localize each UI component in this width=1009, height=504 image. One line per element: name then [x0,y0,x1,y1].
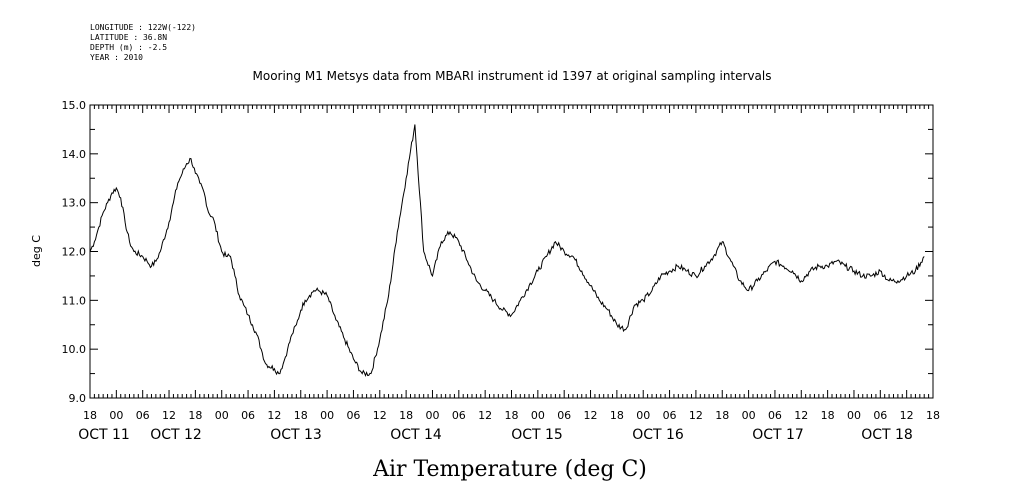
meta-latitude: LATITUDE : 36.8N [90,33,167,42]
chart-title: Mooring M1 Metsys data from MBARI instru… [253,69,772,83]
x-tick-label: 06 [663,409,677,422]
x-tick-label: 18 [610,409,624,422]
x-tick-label: 18 [294,409,308,422]
x-tick-label: 06 [768,409,782,422]
x-date-label: OCT 13 [270,427,322,443]
x-tick-label: 18 [188,409,202,422]
x-axis-label: Air Temperature (deg C) [372,457,647,482]
x-date-label: OCT 18 [861,427,913,443]
x-tick-label: 06 [136,409,150,422]
x-tick-label: 18 [505,409,519,422]
x-tick-label: 00 [320,409,334,422]
y-tick-labels: 9.0 10.0 11.0 12.0 13.0 14.0 15.0 [62,99,87,405]
meta-longitude: LONGITUDE : 122W(-122) [90,23,196,32]
x-tick-labels: 18 00 06 12 18 00 06 12 18 00 06 12 18 00 06 12 18 00 06 12… [83,409,940,422]
y-tick-label: 12.0 [62,246,87,259]
y-tick-label: 9.0 [69,392,87,405]
x-date-label: OCT 14 [390,427,442,443]
x-tick-label: 12 [584,409,598,422]
x-date-label: OCT 12 [150,427,202,443]
x-tick-label: 12 [478,409,492,422]
x-tick-label: 00 [531,409,545,422]
x-tick-label: 12 [267,409,281,422]
y-axis-label: deg C [30,235,43,267]
tick-marks [89,104,934,399]
y-tick-label: 14.0 [62,148,87,161]
x-tick-label: 06 [557,409,571,422]
plot-frame [89,104,934,399]
y-tick-label: 15.0 [62,99,87,112]
y-tick-label: 10.0 [62,343,87,356]
x-date-labels: OCT 11 OCT 12 OCT 13 OCT 14 OCT 15 OCT 16 OCT … [78,427,913,443]
meta-depth: DEPTH (m) : -2.5 [90,43,167,52]
y-tick-label: 11.0 [62,294,87,307]
x-tick-label: 18 [821,409,835,422]
x-tick-label: 12 [900,409,914,422]
x-tick-label: 06 [346,409,360,422]
y-tick-label: 13.0 [62,197,87,210]
x-tick-label: 18 [926,409,940,422]
x-tick-label: 12 [373,409,387,422]
x-tick-label: 06 [452,409,466,422]
x-tick-label: 12 [794,409,808,422]
x-tick-label: 18 [715,409,729,422]
x-tick-label: 00 [742,409,756,422]
x-tick-label: 00 [215,409,229,422]
x-date-label: OCT 15 [511,427,563,443]
x-tick-label: 12 [689,409,703,422]
x-tick-label: 12 [162,409,176,422]
meta-year: YEAR : 2010 [90,53,143,62]
x-tick-label: 06 [241,409,255,422]
x-date-label: OCT 17 [752,427,804,443]
series-air-temperature [89,124,925,378]
x-date-label: OCT 16 [632,427,684,443]
x-date-label: OCT 11 [78,427,130,443]
x-tick-label: 00 [425,409,439,422]
x-tick-label: 18 [399,409,413,422]
x-tick-label: 06 [873,409,887,422]
x-tick-label: 00 [636,409,650,422]
x-tick-label: 18 [83,409,97,422]
x-tick-label: 00 [847,409,861,422]
x-tick-label: 00 [109,409,123,422]
